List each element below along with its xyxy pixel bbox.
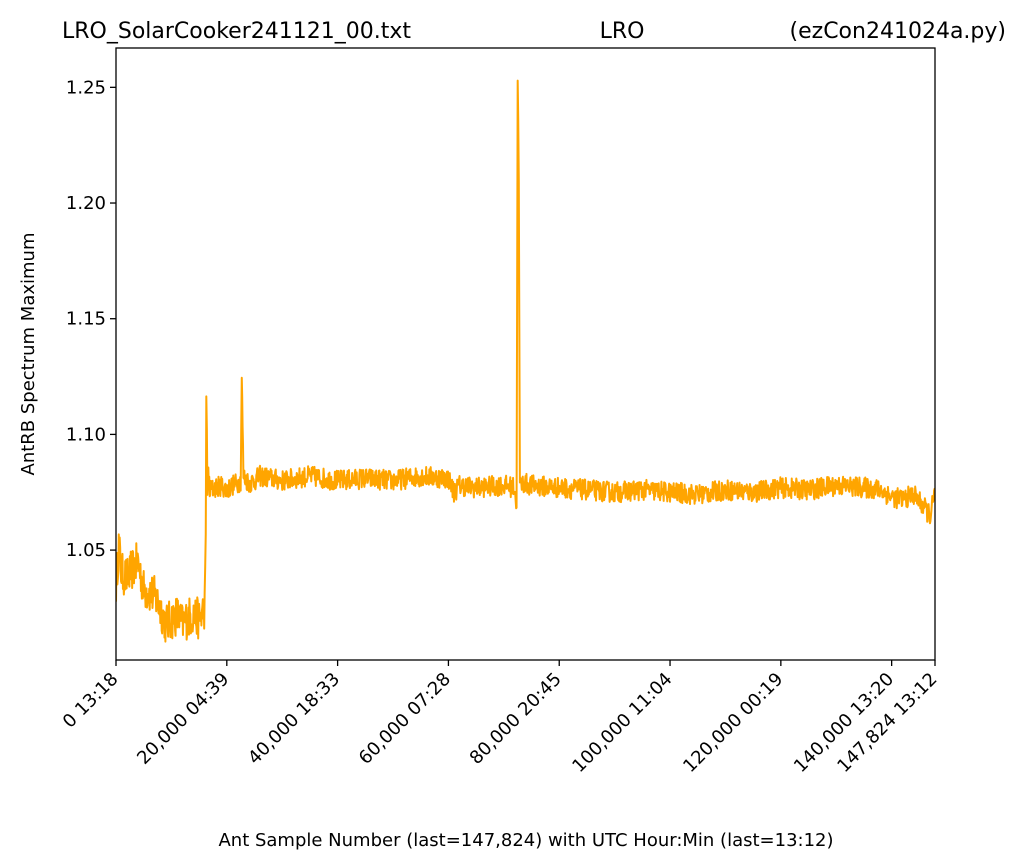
x-tick-label: 80,000 20:45 xyxy=(466,669,566,769)
chart-title-filename: LRO_SolarCooker241121_00.txt xyxy=(62,19,411,44)
x-tick-label: 0 13:18 xyxy=(59,669,123,733)
x-tick-label: 120,000 00:19 xyxy=(679,669,787,777)
x-tick-label: 20,000 04:39 xyxy=(133,669,233,769)
x-axis-label: Ant Sample Number (last=147,824) with UT… xyxy=(218,830,833,851)
x-tick-label: 100,000 11:04 xyxy=(568,669,676,777)
x-tick-label: 40,000 18:33 xyxy=(244,669,344,769)
data-series-line xyxy=(116,79,935,643)
y-tick-label: 1.10 xyxy=(66,424,106,445)
y-axis-label: AntRB Spectrum Maximum xyxy=(18,233,39,476)
y-tick-label: 1.20 xyxy=(66,193,106,214)
chart-title-script: (ezCon241024a.py) xyxy=(790,19,1006,44)
x-tick-label: 60,000 07:28 xyxy=(355,669,455,769)
plot-frame xyxy=(115,47,936,661)
plot-area: 1.05 1.10 1.15 1.20 1.25 0 13:18 20,000 04:39 4… xyxy=(59,47,942,777)
y-tick-label: 1.15 xyxy=(66,309,106,330)
chart-title-center: LRO xyxy=(600,19,645,44)
y-tick-label: 1.05 xyxy=(66,540,106,561)
y-tick-label: 1.25 xyxy=(66,77,106,98)
